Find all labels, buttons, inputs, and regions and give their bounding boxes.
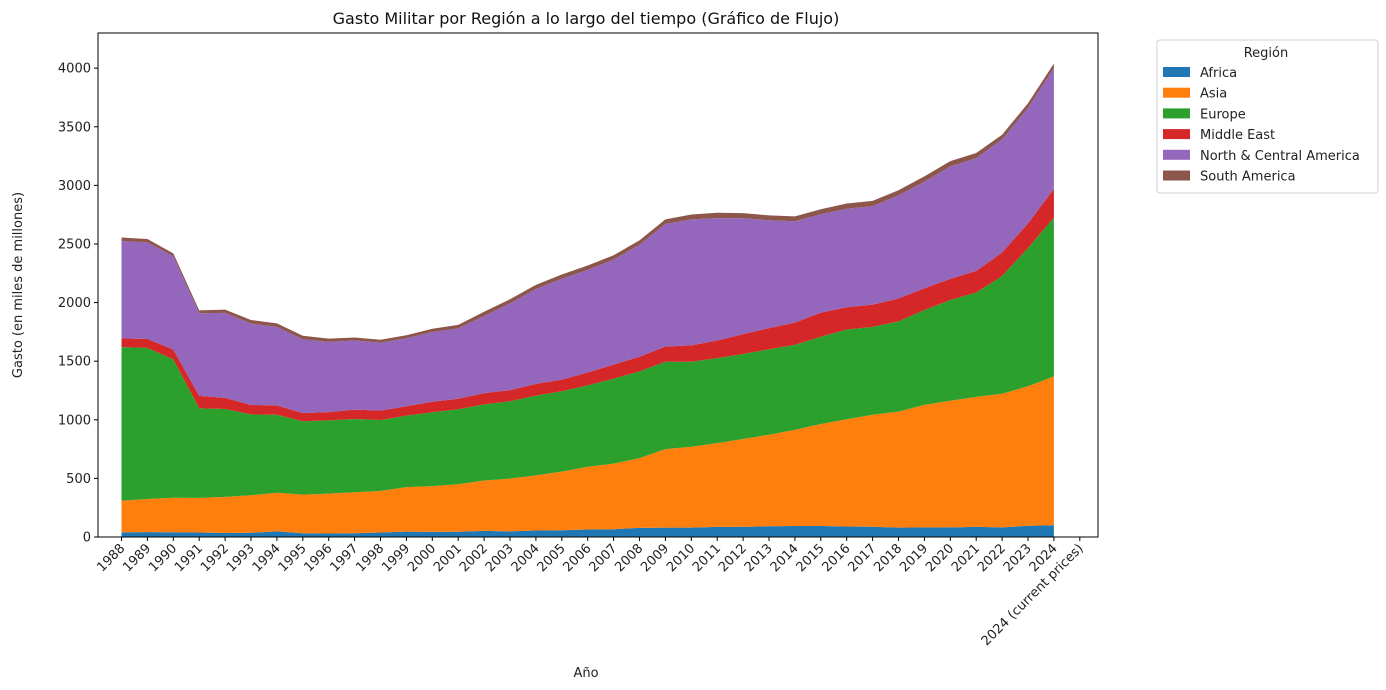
- x-tick-label: 2017: [845, 541, 879, 575]
- legend-label: Asia: [1200, 87, 1227, 102]
- x-tick-label: 1997: [327, 541, 361, 575]
- y-tick-label: 2500: [58, 237, 91, 252]
- area-asia: [121, 376, 1054, 534]
- x-tick-label: 2001: [431, 541, 465, 575]
- plot-frame: [97, 32, 1099, 538]
- x-tick-label: 1994: [250, 541, 284, 575]
- x-tick-label: 1995: [276, 541, 310, 575]
- legend: Región Africa Asia Europe Middle East North …: [1156, 39, 1379, 194]
- x-tick-label: 2004: [509, 541, 543, 575]
- legend-label: Middle East: [1200, 128, 1275, 143]
- y-tick-label: 3000: [58, 179, 91, 194]
- area-south-america: [121, 63, 1054, 343]
- y-axis-title: Gasto (en miles de millones): [11, 192, 26, 378]
- x-axis: 1988198919901991199219931994199519961997…: [94, 537, 1087, 649]
- legend-label: North & Central America: [1200, 149, 1360, 164]
- series-areas: [121, 63, 1054, 537]
- y-tick-label: 0: [83, 531, 91, 546]
- legend-swatch: [1163, 87, 1190, 98]
- x-tick-label: 1999: [379, 541, 413, 575]
- legend-label: South America: [1200, 170, 1296, 185]
- area-middle-east: [121, 188, 1054, 422]
- area-africa: [121, 525, 1054, 537]
- x-tick-label: 2020: [923, 541, 957, 575]
- y-tick-label: 500: [66, 472, 91, 487]
- x-tick-label: 1989: [120, 541, 154, 575]
- legend-frame: [1156, 39, 1379, 194]
- x-tick-label: 2021: [949, 541, 983, 575]
- area-europe: [121, 217, 1054, 501]
- x-tick-label: 2012: [716, 541, 750, 575]
- x-tick-label: 2003: [483, 541, 517, 575]
- x-tick-label: 1988: [94, 541, 128, 575]
- x-tick-label: 2023: [1001, 541, 1035, 575]
- x-tick-label: 2005: [535, 541, 569, 575]
- x-axis-title: Año: [573, 666, 598, 681]
- x-tick-label: 2019: [897, 541, 931, 575]
- x-tick-label: 2022: [975, 541, 1009, 575]
- x-tick-label: 2010: [664, 541, 698, 575]
- x-tick-label: 1998: [353, 541, 387, 575]
- y-tick-label: 1000: [58, 413, 91, 428]
- x-tick-label: 2007: [586, 541, 620, 575]
- x-tick-label: 2018: [871, 541, 905, 575]
- x-tick-label: 2013: [742, 541, 776, 575]
- x-tick-label: 2000: [405, 541, 439, 575]
- x-tick-label: 2015: [794, 541, 828, 575]
- chart-title: Gasto Militar por Región a lo largo del …: [333, 9, 840, 28]
- legend-label: Africa: [1200, 66, 1237, 81]
- x-tick-label: 2016: [820, 541, 854, 575]
- area-north-central-america: [121, 68, 1054, 414]
- legend-title: Región: [1244, 46, 1289, 61]
- x-tick-label: 1992: [198, 541, 232, 575]
- y-tick-label: 1500: [58, 355, 91, 370]
- x-tick-label: 1991: [172, 541, 206, 575]
- legend-swatch: [1163, 108, 1190, 119]
- x-tick-label: 2014: [768, 541, 802, 575]
- y-axis: 0 500 1000 1500 2000 2500 3000 3500 4000: [58, 62, 98, 546]
- legend-swatch: [1163, 67, 1190, 77]
- legend-swatch: [1163, 149, 1190, 160]
- x-tick-label: 2006: [561, 541, 595, 575]
- x-tick-label: 2011: [690, 541, 724, 575]
- x-tick-label: 2009: [638, 541, 672, 575]
- x-tick-label: 2002: [457, 541, 491, 575]
- legend-label: Europe: [1200, 107, 1246, 122]
- x-tick-label: 1996: [302, 541, 336, 575]
- y-tick-label: 3500: [58, 120, 91, 135]
- x-tick-label: 2008: [612, 541, 646, 575]
- x-tick-label: 1990: [146, 541, 180, 575]
- legend-swatch: [1163, 170, 1190, 181]
- legend-swatch: [1163, 129, 1190, 140]
- y-tick-label: 2000: [58, 296, 91, 311]
- y-tick-label: 4000: [58, 62, 91, 77]
- x-tick-label: 1993: [224, 541, 258, 575]
